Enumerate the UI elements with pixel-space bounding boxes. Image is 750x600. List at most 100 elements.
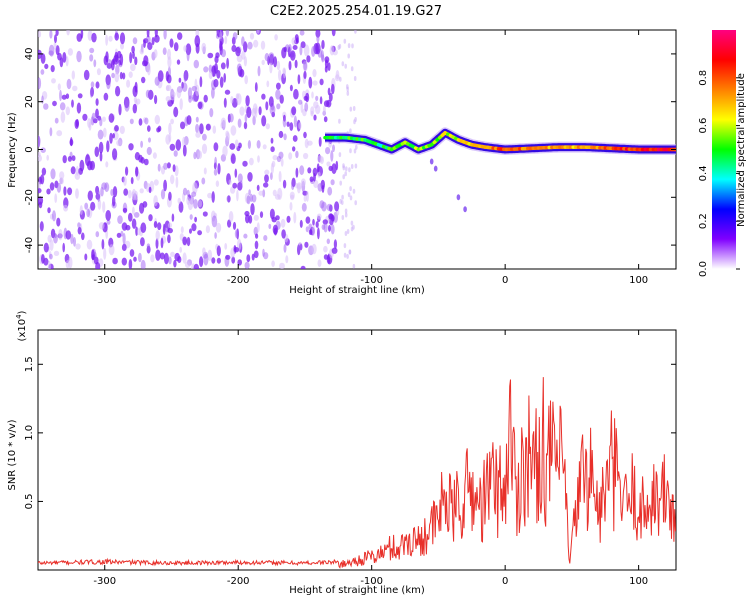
noise-blob xyxy=(105,161,109,168)
spectrogram-x-axis-label: Height of straight line (km) xyxy=(289,285,425,296)
colorbar-tick-label: 0.2 xyxy=(698,213,709,229)
noise-blob xyxy=(140,259,146,269)
noise-blob xyxy=(117,215,123,225)
noise-blob xyxy=(43,103,49,110)
noise-blob xyxy=(354,163,358,169)
noise-blob xyxy=(188,95,193,103)
noise-blob xyxy=(252,115,256,126)
noise-blob xyxy=(208,70,213,80)
noise-blob xyxy=(59,102,66,111)
noise-blob xyxy=(186,115,192,125)
noise-blob xyxy=(328,213,334,220)
noise-blob xyxy=(239,180,243,187)
noise-blob xyxy=(203,253,209,266)
spectrogram-x-ticks: -300 -200 -100 0 100 xyxy=(93,30,648,286)
noise-blob xyxy=(274,194,281,200)
noise-blob xyxy=(237,259,242,266)
noise-blob xyxy=(294,59,298,69)
noise-blob xyxy=(249,32,255,40)
x-tick-label: -100 xyxy=(360,576,383,587)
noise-blob xyxy=(82,113,88,121)
noise-blob xyxy=(193,151,197,160)
noise-blob xyxy=(305,216,311,224)
noise-blob xyxy=(54,193,58,203)
noise-blob xyxy=(67,48,73,56)
noise-blob xyxy=(54,117,59,124)
noise-blob xyxy=(321,201,327,212)
noise-blob xyxy=(298,99,303,105)
noise-blob xyxy=(203,167,207,175)
noise-blob xyxy=(94,146,100,158)
noise-blob xyxy=(191,85,198,92)
noise-blob xyxy=(147,42,153,51)
noise-blob xyxy=(352,106,356,111)
noise-blob xyxy=(47,260,51,269)
noise-blob xyxy=(211,257,216,264)
noise-blob xyxy=(310,106,315,115)
noise-blob xyxy=(323,254,329,260)
noise-blob xyxy=(95,98,99,106)
noise-blob xyxy=(342,174,346,180)
noise-blob xyxy=(280,158,284,167)
noise-blob xyxy=(95,231,100,238)
noise-blob xyxy=(265,123,270,130)
noise-blob xyxy=(344,208,348,214)
noise-blob xyxy=(216,245,221,257)
snr-panel: -300 -200 -100 0 100 0.5 1.0 1.5 Height of str… xyxy=(7,310,677,596)
snr-y-axis-label: SNR (10 * v/v) xyxy=(7,419,18,490)
noise-blob xyxy=(344,171,348,177)
noise-blob xyxy=(235,93,240,100)
noise-blob xyxy=(303,131,307,139)
noise-blob xyxy=(103,92,109,101)
noise-blob xyxy=(261,115,267,127)
noise-blob xyxy=(273,56,278,68)
noise-blob xyxy=(334,201,340,212)
noise-blob xyxy=(311,243,317,255)
noise-blob xyxy=(133,96,137,104)
noise-blob xyxy=(75,243,81,250)
noise-blob xyxy=(83,69,90,81)
noise-blob xyxy=(197,150,203,159)
noise-blob xyxy=(225,132,230,142)
noise-blob xyxy=(140,140,144,148)
colorbar-tick-label: 0.0 xyxy=(698,261,709,277)
noise-blob xyxy=(208,64,213,74)
noise-blob xyxy=(178,77,182,83)
noise-blob xyxy=(159,252,165,260)
noise-blob xyxy=(256,140,261,149)
noise-blob xyxy=(273,227,278,236)
noise-blob xyxy=(326,161,331,167)
noise-blob xyxy=(346,253,349,259)
noise-blob xyxy=(40,69,45,75)
noise-blob xyxy=(140,157,145,164)
noise-blob xyxy=(63,186,67,196)
noise-blob xyxy=(350,164,354,169)
noise-blob xyxy=(278,130,284,139)
noise-blob xyxy=(193,199,198,209)
noise-blob xyxy=(278,170,282,183)
noise-blob xyxy=(246,195,251,205)
noise-blob xyxy=(90,81,95,88)
noise-blob xyxy=(276,60,281,71)
noise-blob xyxy=(232,221,237,230)
noise-blob xyxy=(186,236,191,247)
noise-blob xyxy=(303,195,307,202)
noise-blob xyxy=(193,59,199,69)
noise-blob xyxy=(98,222,105,230)
noise-blob xyxy=(260,40,266,50)
noise-blob xyxy=(331,30,336,37)
noise-blob xyxy=(47,207,51,214)
noise-blob xyxy=(245,95,250,107)
noise-blob xyxy=(205,123,211,131)
noise-blob xyxy=(207,192,213,199)
noise-blob xyxy=(352,224,355,230)
noise-blob xyxy=(330,179,335,186)
x-tick-label: -200 xyxy=(227,275,250,286)
noise-blob xyxy=(311,46,316,57)
noise-blob xyxy=(145,89,150,98)
noise-blob xyxy=(234,229,239,239)
noise-blob xyxy=(182,144,187,157)
noise-blob xyxy=(207,52,214,59)
noise-blob xyxy=(233,247,240,253)
noise-blob xyxy=(244,75,248,85)
